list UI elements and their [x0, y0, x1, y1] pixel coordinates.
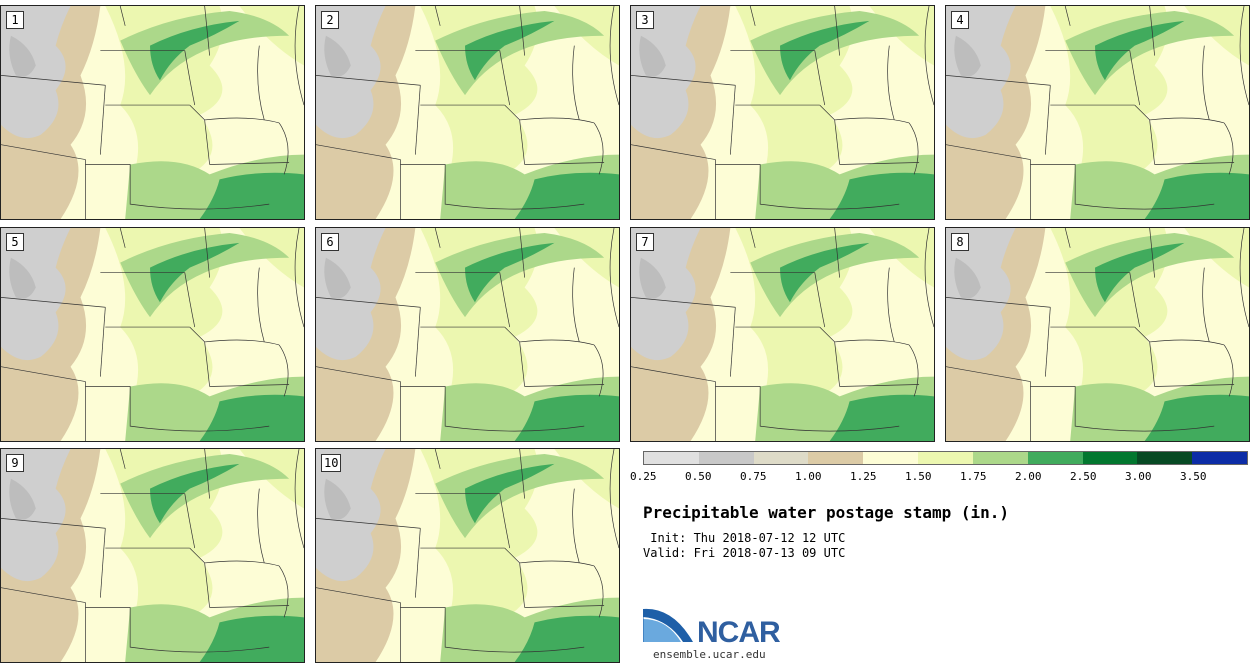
- ncar-url: ensemble.ucar.edu: [653, 648, 766, 661]
- color-scale-segment: [698, 452, 754, 464]
- ensemble-member-map-8: 8: [945, 227, 1250, 442]
- precipitable-water-map-10: [316, 449, 619, 662]
- precipitable-water-map-9: [1, 449, 304, 662]
- ensemble-member-map-4: 4: [945, 5, 1250, 220]
- color-scale-tick-label: 0.25: [630, 470, 657, 483]
- color-scale-labels: 0.25 0.50 0.75 1.00 1.25 1.50 1.75 2.00 2.50 3.00…: [630, 470, 1260, 486]
- ensemble-member-map-1: 1: [0, 5, 305, 220]
- member-label-5: 5: [6, 233, 24, 251]
- color-scale-segment: [1192, 452, 1247, 464]
- color-scale-segment: [863, 452, 919, 464]
- color-scale-segment: [808, 452, 864, 464]
- precipitable-water-map-7: [631, 228, 934, 441]
- color-scale-tick-label: 1.25: [850, 470, 877, 483]
- precipitable-water-map-5: [1, 228, 304, 441]
- color-scale-tick-label: 3.50: [1180, 470, 1207, 483]
- color-scale-tick-label: 0.50: [685, 470, 712, 483]
- color-scale-segment: [753, 452, 809, 464]
- product-title: Precipitable water postage stamp (in.): [643, 503, 1010, 522]
- color-scale-segment: [1137, 452, 1193, 464]
- member-label-7: 7: [636, 233, 654, 251]
- member-label-1: 1: [6, 11, 24, 29]
- ensemble-member-map-3: 3: [630, 5, 935, 220]
- valid-time: Valid: Fri 2018-07-13 09 UTC: [643, 546, 846, 560]
- ensemble-member-map-2: 2: [315, 5, 620, 220]
- precipitable-water-map-4: [946, 6, 1249, 219]
- color-scale-tick-label: 2.50: [1070, 470, 1097, 483]
- color-scale-tick-label: 0.75: [740, 470, 767, 483]
- member-label-2: 2: [321, 11, 339, 29]
- ensemble-member-map-5: 5: [0, 227, 305, 442]
- color-scale-tick-label: 1.00: [795, 470, 822, 483]
- member-label-8: 8: [951, 233, 969, 251]
- precipitable-water-map-8: [946, 228, 1249, 441]
- color-scale-segment: [1027, 452, 1083, 464]
- precipitable-water-map-2: [316, 6, 619, 219]
- init-time: Init: Thu 2018-07-12 12 UTC: [643, 531, 846, 545]
- color-scale-segment: [918, 452, 973, 464]
- color-scale-tick-label: 2.00: [1015, 470, 1042, 483]
- member-label-10: 10: [321, 454, 342, 472]
- ncar-logo-icon: [643, 608, 693, 642]
- precipitable-water-map-1: [1, 6, 304, 219]
- color-scale-bar: [643, 451, 1248, 465]
- member-label-4: 4: [951, 11, 969, 29]
- ncar-logo-text: NCAR: [697, 616, 781, 649]
- ensemble-member-map-10: 10: [315, 448, 620, 663]
- precipitable-water-map-6: [316, 228, 619, 441]
- ensemble-member-map-6: 6: [315, 227, 620, 442]
- member-label-3: 3: [636, 11, 654, 29]
- member-label-6: 6: [321, 233, 339, 251]
- ensemble-member-map-7: 7: [630, 227, 935, 442]
- color-scale-tick-label: 1.75: [960, 470, 987, 483]
- color-scale-segment: [1082, 452, 1138, 464]
- color-scale-tick-label: 3.00: [1125, 470, 1152, 483]
- color-scale-segment: [644, 452, 699, 464]
- color-scale-tick-label: 1.50: [905, 470, 932, 483]
- member-label-9: 9: [6, 454, 24, 472]
- ensemble-member-map-9: 9: [0, 448, 305, 663]
- color-scale-segment: [972, 452, 1028, 464]
- precipitable-water-map-3: [631, 6, 934, 219]
